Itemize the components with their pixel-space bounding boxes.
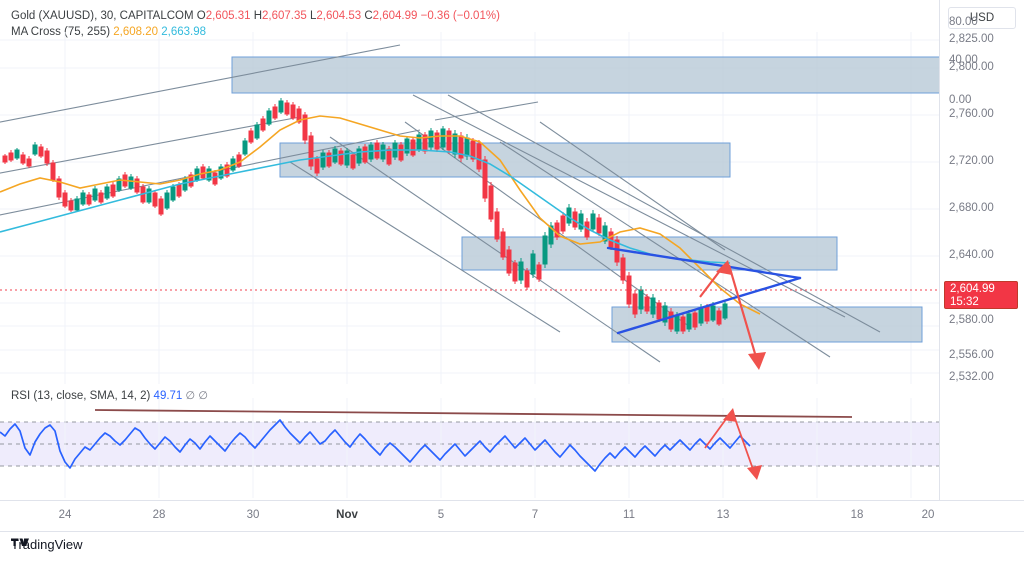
open-key: O [196, 10, 206, 22]
currency-label[interactable]: USD [948, 7, 1016, 29]
rsi-up-arrow-head [723, 408, 737, 422]
symmetrical-triangle[interactable] [606, 246, 802, 335]
bullish-retest-arrow-shaft [699, 267, 723, 298]
time-tick-30: 30 [246, 509, 260, 521]
price-plot [0, 32, 941, 384]
up-trendline-short [434, 101, 539, 121]
down-trendline-7 [289, 161, 561, 333]
tradingview-logo[interactable]: TradingView [11, 537, 83, 552]
channel-mid-line [0, 116, 301, 174]
triangle-lower-trendline [616, 276, 802, 335]
rsi-extra-1: ∅ [185, 390, 196, 402]
ma-slow-value: 2,663.98 [161, 26, 207, 38]
down-trendline-5 [499, 141, 831, 358]
supply-demand-zones[interactable] [231, 56, 941, 343]
rsi-value: 49.71 [153, 390, 183, 402]
time-tick-24: 24 [58, 509, 72, 521]
last-price-time: 15:32 [950, 296, 979, 308]
bearish-target-arrow-head [748, 352, 766, 370]
price-tick-2800: 2,800.00 [949, 61, 994, 73]
last-price-value: 2,604.99 [950, 283, 995, 295]
down-trendline-1 [412, 94, 846, 318]
open-value: 2,605.31 [205, 10, 251, 22]
down-trendline-6 [539, 121, 726, 251]
price-tick-2760: 2,760.00 [949, 108, 994, 120]
low-key: L [309, 10, 317, 22]
bearish-target-arrow-shaft [727, 264, 758, 358]
last-price-badge[interactable]: 2,604.99 15:32 [944, 281, 1018, 309]
symbol-title[interactable]: Gold (XAUUSD), 30, CAPITALCOM [11, 10, 194, 22]
close-key: C [364, 10, 373, 22]
price-axis[interactable]: USD 2,825.00 2,800.00 2,760.00 2,720.00 … [939, 0, 1024, 500]
rsi-tick-40: 40.00 [949, 54, 978, 66]
supply-zone-2800 [231, 56, 941, 94]
forecast-arrows[interactable] [699, 260, 766, 370]
rsi-extra-2: ∅ [198, 390, 208, 402]
time-tick-5: 5 [437, 509, 445, 521]
price-tick-2640: 2,640.00 [949, 249, 994, 261]
price-legend[interactable]: Gold (XAUUSD), 30, CAPITALCOM O2,605.31 … [11, 9, 500, 23]
tradingview-logo-text: TradingView [11, 537, 83, 552]
low-value: 2,604.53 [316, 10, 362, 22]
trendlines[interactable] [0, 44, 881, 363]
close-value: 2,604.99 [372, 10, 418, 22]
time-tick-11: 11 [623, 509, 635, 521]
time-tick-nov: Nov [336, 509, 358, 521]
rsi-plot [0, 398, 940, 498]
price-tick-2556: 2,556.00 [949, 349, 994, 361]
tradingview-mark-icon [11, 538, 29, 546]
rsi-down-arrow-head [747, 465, 762, 480]
down-trendline-4 [329, 136, 661, 363]
price-change: −0.36 (−0.01%) [420, 10, 500, 22]
bullish-retest-arrow-head [716, 260, 732, 275]
rsi-tick-0: 0.00 [949, 94, 972, 106]
ma-cross-label: MA Cross (75, 255) [11, 26, 111, 38]
time-tick-13: 13 [716, 509, 730, 521]
rsi-label: RSI (13, close, SMA, 14, 2) [11, 390, 151, 402]
high-value: 2,607.35 [262, 10, 307, 22]
rsi-forecast-arrows[interactable] [704, 408, 762, 480]
rsi-up-arrow-shaft [704, 414, 730, 449]
price-pane[interactable] [0, 32, 941, 384]
high-key: H [253, 10, 262, 22]
time-tick-18: 18 [850, 509, 864, 521]
time-tick-7: 7 [531, 509, 539, 521]
price-tick-2532: 2,532.00 [949, 371, 994, 383]
channel-upper-line [0, 44, 401, 123]
rsi-pane[interactable] [0, 398, 940, 498]
time-tick-20: 20 [921, 509, 935, 521]
price-tick-2680: 2,680.00 [949, 202, 994, 214]
price-tick-2825: 2,825.00 [949, 33, 994, 45]
ma-cross-legend[interactable]: MA Cross (75, 255) 2,608.20 2,663.98 [11, 25, 206, 39]
time-tick-28: 28 [152, 509, 166, 521]
ma-fast-value: 2,608.20 [113, 26, 159, 38]
rsi-line [0, 419, 751, 472]
ma-fast-line [0, 115, 761, 315]
rsi-tick-80: 80.00 [949, 16, 978, 28]
price-tick-2720: 2,720.00 [949, 155, 994, 167]
price-tick-2580: 2,580.00 [949, 314, 994, 326]
time-axis[interactable]: 24 28 30 Nov 5 7 11 13 18 20 [0, 500, 1024, 532]
candlestick-series [2, 98, 728, 334]
ma-slow-line [0, 149, 731, 264]
rsi-legend[interactable]: RSI (13, close, SMA, 14, 2) 49.71 ∅ ∅ [11, 389, 208, 403]
down-trendline-2 [447, 94, 881, 333]
rsi-vertical-gridlines [64, 398, 912, 498]
triangle-upper-trendline [606, 246, 802, 280]
rsi-band [0, 422, 940, 466]
rsi-down-arrow-shaft [732, 412, 755, 473]
rsi-resistance-trendline[interactable] [94, 409, 853, 418]
